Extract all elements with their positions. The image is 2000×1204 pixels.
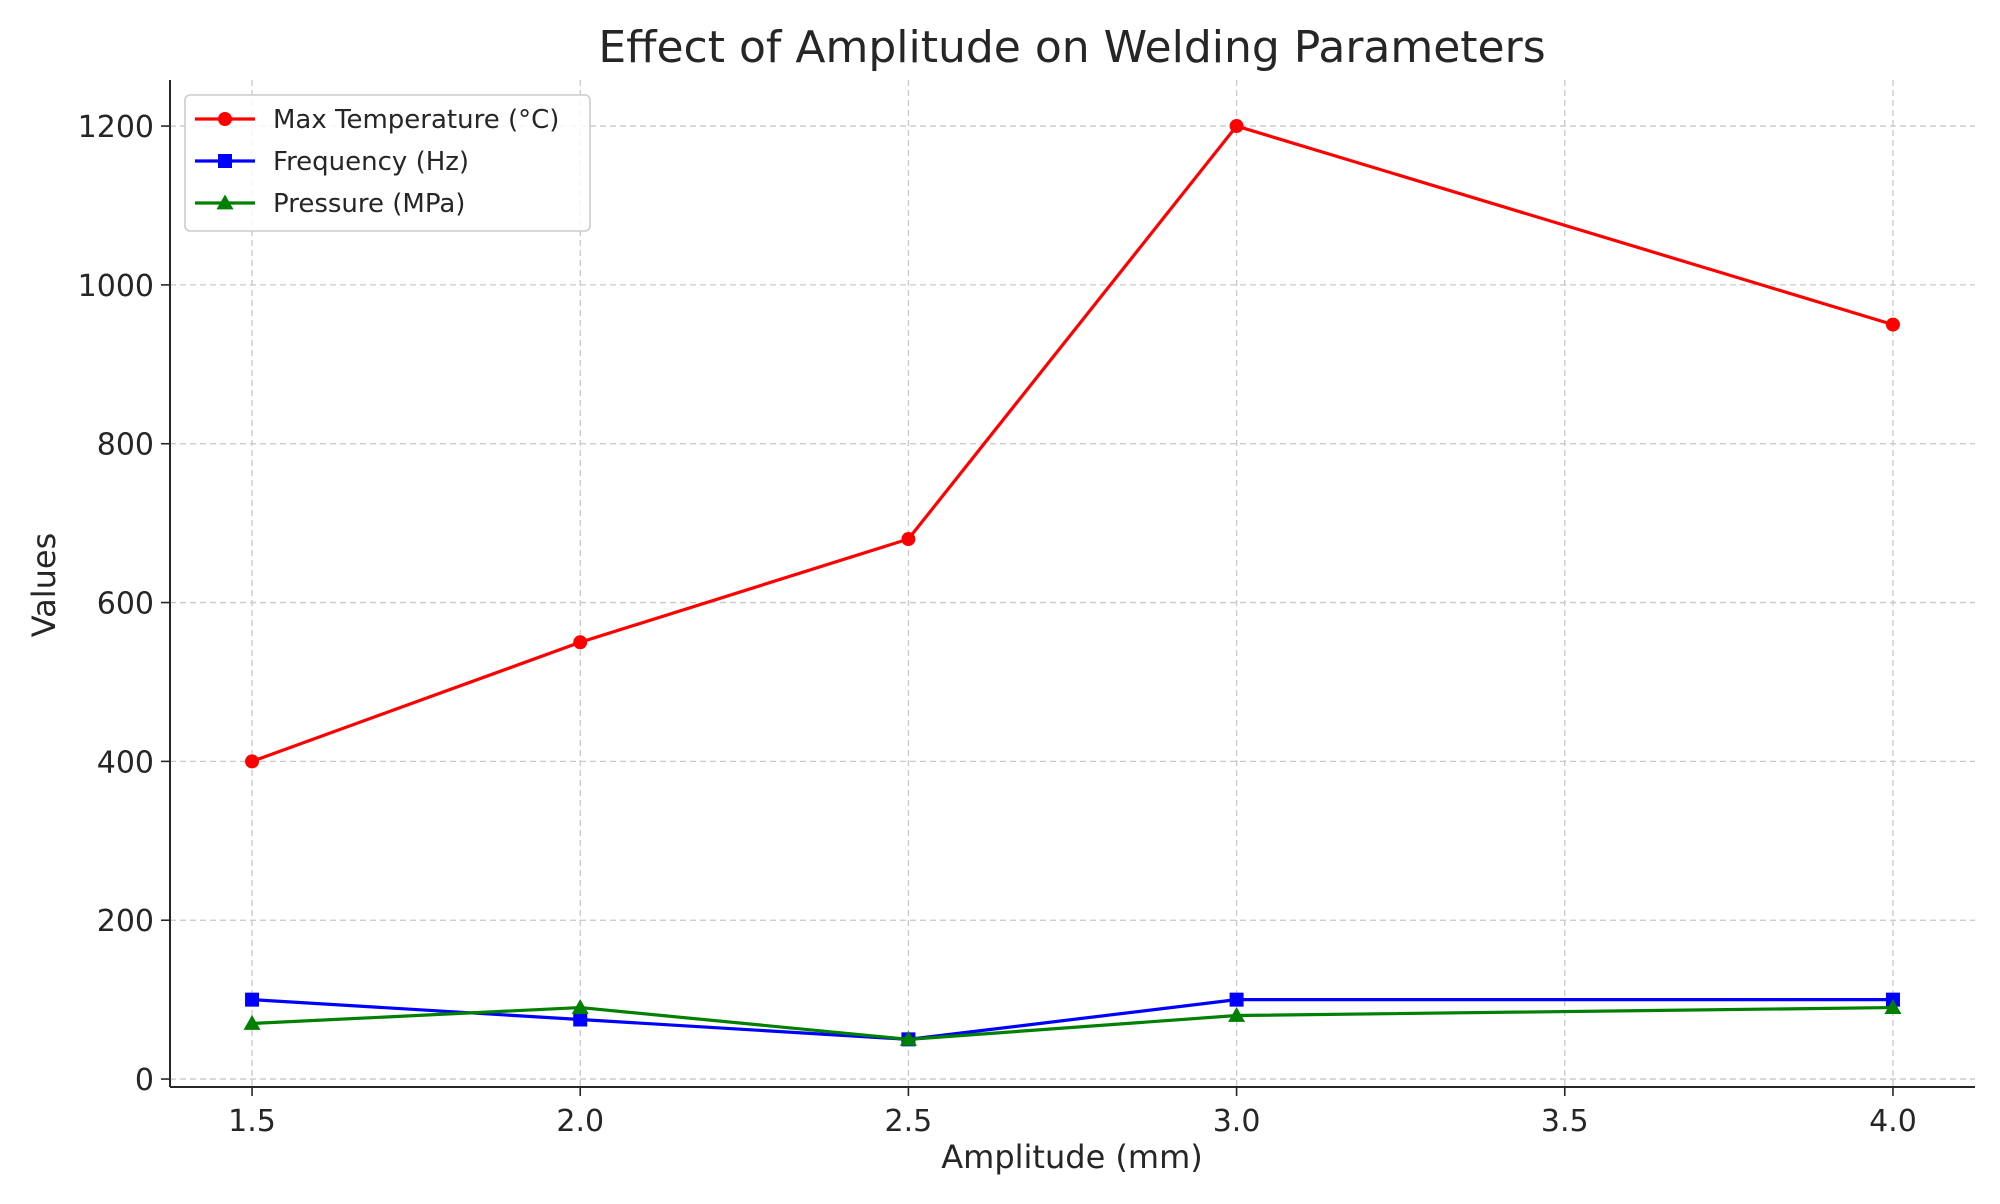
x-tick-label: 2.5 (885, 1104, 933, 1139)
series (243, 119, 1902, 1047)
x-tick-label: 4.0 (1869, 1104, 1917, 1139)
x-tick-label: 2.0 (556, 1104, 604, 1139)
x-tick-label: 1.5 (228, 1104, 276, 1139)
data-point (1229, 119, 1244, 134)
y-tick-label: 800 (97, 428, 154, 463)
series-line (251, 1005, 1893, 1041)
y-tick-label: 600 (97, 587, 154, 622)
y-axis-label: Values (25, 533, 63, 638)
y-tick-label: 0 (135, 1063, 154, 1098)
y-tick-label: 1000 (78, 269, 154, 304)
x-axis-label: Amplitude (mm) (941, 1138, 1202, 1176)
legend-label: Max Temperature (°C) (273, 105, 559, 135)
data-point (899, 1030, 917, 1046)
legend-item[interactable]: Frequency (Hz) (195, 147, 469, 177)
y-tick-label: 400 (97, 745, 154, 780)
legend-marker (218, 112, 232, 126)
ticks: 1.5 2.0 2.5 3.0 3.5 4.0 0 200 400 600 800 1000 1200 (78, 110, 1917, 1139)
data-point (1884, 999, 1902, 1014)
legend-label: Frequency (Hz) (273, 147, 469, 177)
data-point (573, 635, 588, 650)
legend-item[interactable]: Pressure (MPa) (195, 189, 465, 219)
legend-marker (218, 154, 232, 168)
y-tick-label: 1200 (78, 110, 154, 145)
legend-label: Pressure (MPa) (273, 189, 465, 219)
grid (170, 80, 1975, 1087)
data-point (1229, 992, 1244, 1007)
chart-title: Effect of Amplitude on Welding Parameter… (598, 22, 1545, 73)
data-point (901, 532, 916, 547)
data-point (1885, 317, 1900, 332)
y-tick-label: 200 (97, 904, 154, 939)
legend-marker (216, 194, 234, 210)
data-point (245, 754, 260, 769)
data-point (1228, 1007, 1246, 1022)
data-point (245, 992, 260, 1007)
data-point (243, 1014, 261, 1030)
legend-box (184, 94, 591, 232)
series-line (251, 998, 1893, 1041)
data-point (573, 1012, 588, 1027)
series-1 (245, 119, 1900, 769)
x-tick-label: 3.5 (1541, 1104, 1589, 1139)
data-point (571, 999, 589, 1014)
x-tick-label: 3.0 (1213, 1104, 1261, 1139)
axes (169, 80, 1975, 1088)
legend[interactable]: Max Temperature (°C) Frequency (Hz) Pressu… (184, 94, 591, 232)
legend-item[interactable]: Max Temperature (°C) (195, 105, 559, 135)
series-2 (245, 992, 1900, 1047)
series-3 (243, 999, 1902, 1046)
